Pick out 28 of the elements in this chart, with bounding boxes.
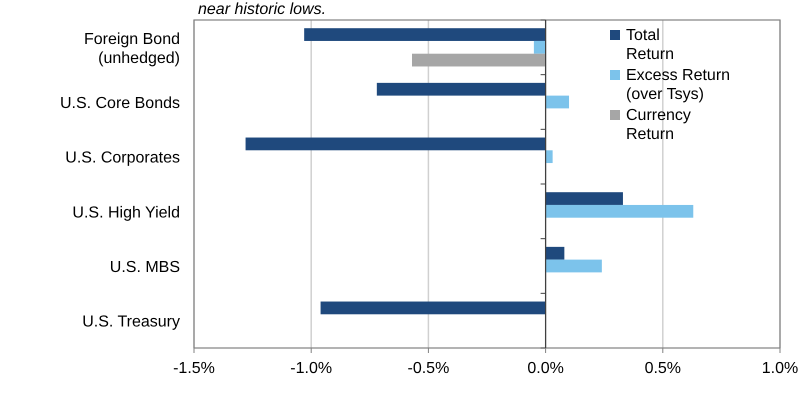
bar: [412, 54, 546, 66]
chart-subtitle: near historic lows.: [198, 1, 326, 18]
bar: [546, 96, 570, 108]
bar: [320, 302, 546, 314]
bar: [546, 192, 623, 205]
y-tick-label: U.S. Treasury: [82, 314, 180, 331]
x-tick-label: -0.5%: [408, 360, 450, 377]
x-tick-label: 0.5%: [644, 360, 682, 377]
legend-label: Excess Return (over Tsys): [626, 67, 730, 103]
x-tick-label: 1.0%: [762, 360, 798, 377]
bar: [546, 204, 694, 218]
bar: [546, 150, 553, 164]
bar: [376, 82, 546, 96]
y-tick-label: U.S. MBS: [110, 259, 180, 276]
y-tick-label: U.S. High Yield: [72, 204, 180, 222]
y-tick-label: U.S. Core Bonds: [60, 95, 180, 112]
x-tick-label: -1.0%: [290, 360, 332, 377]
legend-label: Total Return: [626, 27, 674, 63]
x-tick-label: 0.0%: [527, 360, 564, 377]
y-tick-label: Foreign Bond (unhedged): [84, 30, 180, 67]
bar: [546, 246, 564, 260]
y-tick-label: U.S. Corporates: [65, 150, 180, 167]
legend-label: Currency Return: [626, 107, 691, 143]
bar: [534, 40, 546, 54]
bar: [546, 260, 602, 272]
x-tick-label: -1.5%: [173, 360, 215, 377]
bar: [304, 28, 546, 41]
bar: [246, 138, 546, 150]
